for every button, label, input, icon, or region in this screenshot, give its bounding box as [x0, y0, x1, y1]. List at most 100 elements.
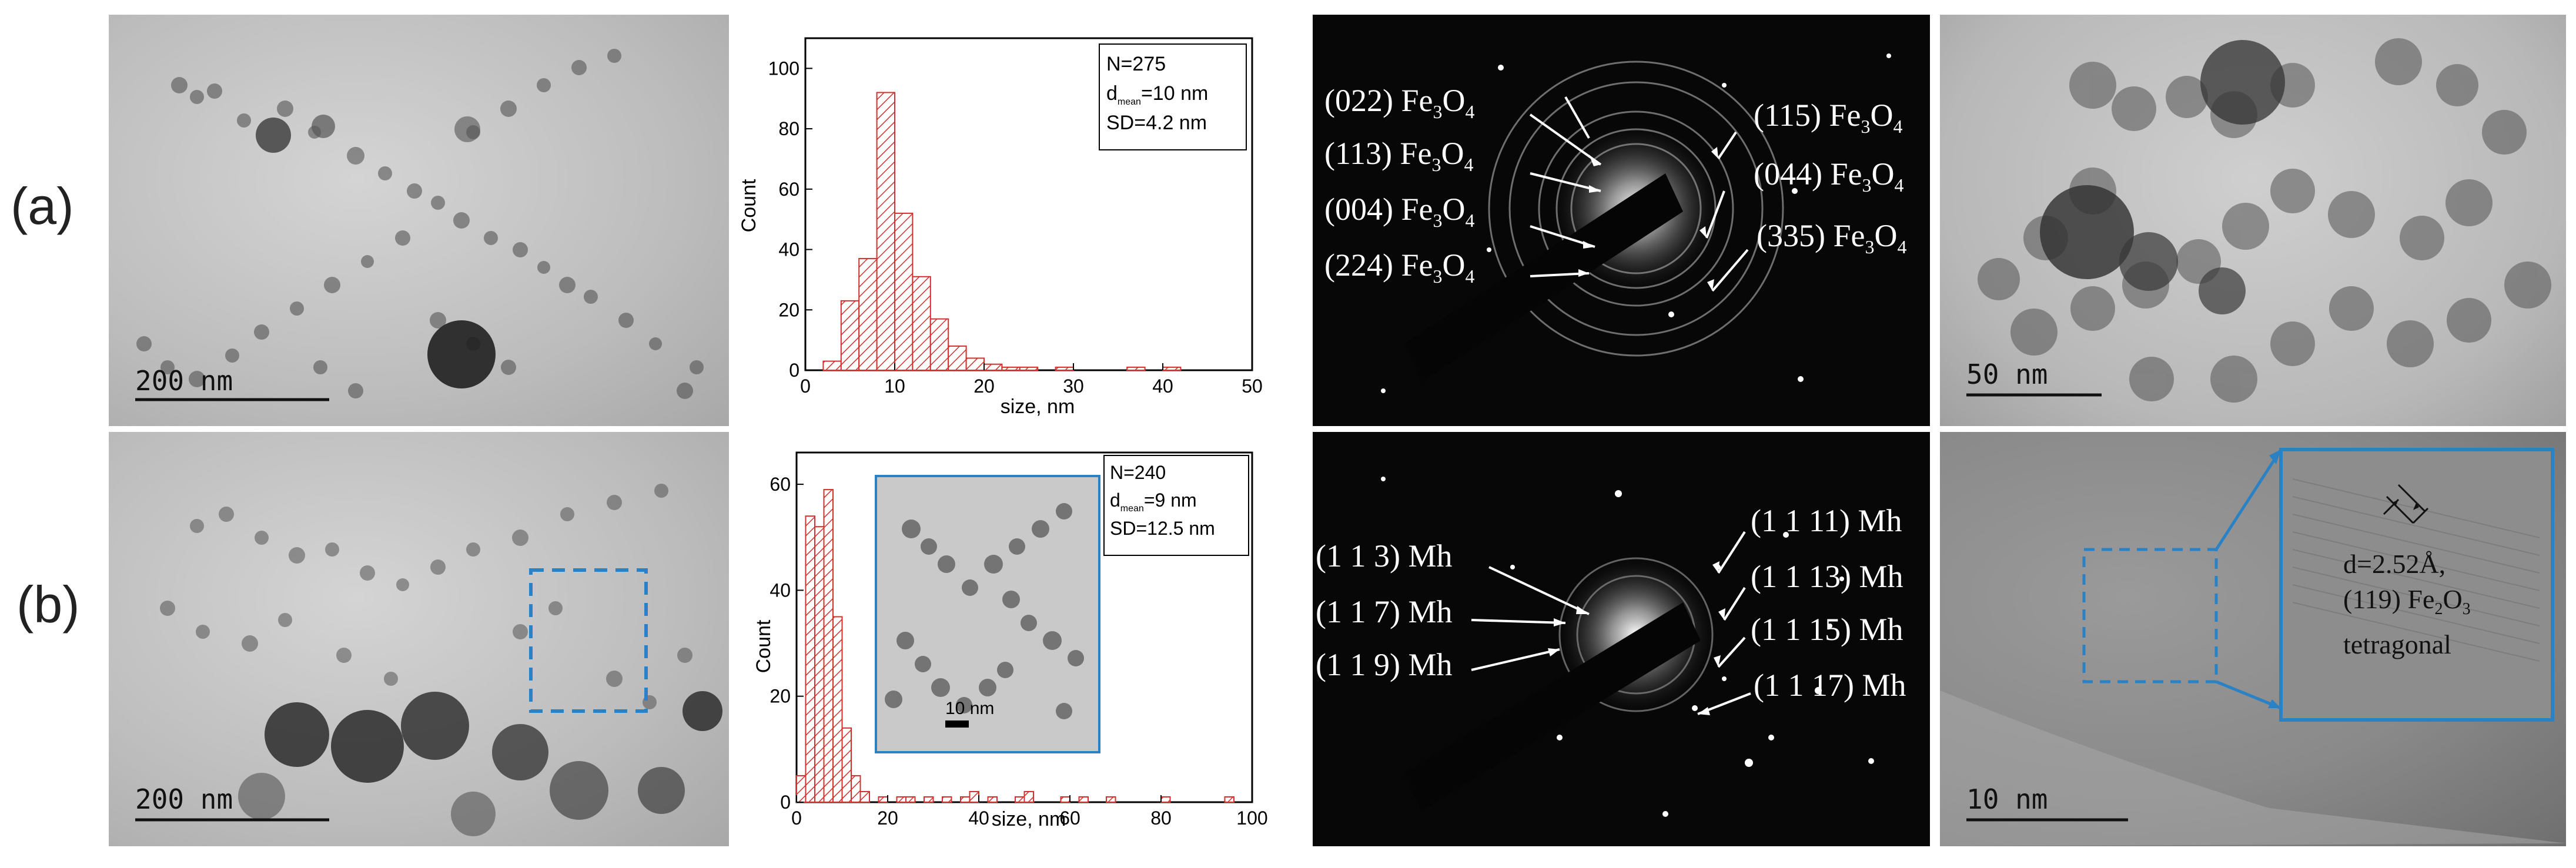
x-axis-label: size, nm — [1001, 396, 1075, 417]
region-of-interest-box — [529, 568, 648, 713]
stats-n: N=275 — [1106, 53, 1166, 75]
histogram-bar — [1106, 796, 1116, 803]
saed-label-335: (335) Fe3O4 — [1757, 218, 1907, 257]
saed-label-1115-mh: (1 1 15) Mh — [1751, 612, 1903, 647]
saed-pattern-a-graphic — [1381, 53, 1891, 393]
histogram-bar — [851, 775, 861, 803]
saed-pattern-b: (1 1 3) Mh (1 1 7) Mh (1 1 9) Mh (1 1 11… — [1313, 432, 1930, 846]
y-tick-label: 60 — [778, 179, 799, 200]
tem-image-b-particles — [135, 484, 722, 836]
y-tick-label: 40 — [778, 239, 799, 260]
saed-label-113-mh: (1 1 3) Mh — [1316, 538, 1453, 574]
zoom-source-box — [2082, 548, 2218, 683]
histogram-bar — [832, 616, 843, 803]
inset-scale-label: 10 nm — [945, 699, 994, 718]
y-tick-label: 80 — [778, 118, 799, 139]
stats-sd: SD=4.2 nm — [1106, 112, 1207, 134]
phase-label: tetragonal — [2343, 629, 2451, 660]
histogram-bar — [896, 796, 906, 803]
size-histogram-a: 0 10 20 30 40 50 0 20 40 60 80 100 size, nm Count N… — [738, 37, 1263, 417]
histogram-bar — [1055, 366, 1074, 371]
histogram-bar — [858, 257, 878, 371]
x-tick-label: 0 — [800, 376, 811, 397]
hrtem-image-b: d=2.52Å, (119) Fe2O3 tetragonal 10 nm — [1940, 432, 2566, 846]
tem-image-a-zoom-particles — [1966, 38, 2551, 403]
y-tick-label: 0 — [780, 792, 791, 813]
y-tick-label: 100 — [768, 58, 799, 79]
histogram-bar — [805, 515, 815, 803]
stats-dmean: dmean=10 nm — [1106, 82, 1208, 107]
size-histogram-b: 0 20 40 60 80 100 0 20 40 60 size, nm Count 10 nm… — [752, 451, 1268, 830]
x-tick-label: 30 — [1063, 376, 1084, 397]
x-tick-label: 20 — [877, 807, 898, 829]
scale-bar-label: 10 nm — [1966, 783, 2048, 815]
saed-b-labels — [1471, 531, 1751, 715]
histogram-bar — [905, 796, 916, 803]
histogram-bar — [1126, 366, 1146, 371]
x-tick-label: 40 — [968, 807, 989, 829]
y-tick-label: 0 — [789, 360, 799, 381]
stats-box — [1099, 43, 1247, 150]
saed-label-117-mh: (1 1 7) Mh — [1316, 594, 1453, 629]
histogram-bar — [948, 345, 967, 371]
x-tick-label: 20 — [973, 376, 995, 397]
histogram-bar — [841, 727, 852, 803]
x-axis-label: size, nm — [992, 808, 1066, 830]
y-tick-label: 20 — [770, 686, 791, 707]
histogram-bar — [987, 796, 998, 803]
saed-a-labels — [1529, 113, 1749, 292]
histogram-bar — [1160, 796, 1171, 803]
stats-dmean: dmean=9 nm — [1110, 490, 1197, 514]
row-label-a: (a) — [11, 177, 74, 235]
histogram-bar — [965, 357, 985, 371]
saed-label-224: (224) Fe3O4 — [1324, 247, 1475, 287]
histogram-bar — [1019, 366, 1039, 371]
saed-label-1111-mh: (1 1 11) Mh — [1751, 503, 1902, 538]
histogram-bar — [1060, 796, 1070, 803]
histogram-bar — [1078, 796, 1089, 803]
y-tick-label: 60 — [770, 474, 791, 495]
histogram-bar — [822, 360, 842, 371]
x-tick-label: 100 — [1236, 807, 1267, 829]
tem-image-a-zoom: 50 nm — [1940, 15, 2566, 426]
histogram-bar — [1162, 366, 1182, 371]
scale-bar-label: 200 nm — [135, 365, 233, 397]
inset-tem-image — [875, 475, 1100, 753]
histogram-bar — [983, 363, 1003, 371]
saed-label-044: (044) Fe3O4 — [1754, 156, 1904, 196]
hrtem-graphic — [1940, 448, 2566, 846]
histogram-bar — [960, 796, 971, 803]
saed-pattern-a: (022) Fe3O4 (113) Fe3O4 (004) Fe3O4 (224… — [1313, 15, 1930, 426]
histogram-bar — [894, 212, 914, 371]
saed-pattern-b-graphic — [1381, 477, 1874, 817]
stats-n: N=240 — [1110, 462, 1166, 483]
histogram-bar — [876, 92, 896, 371]
histogram-bar — [796, 775, 807, 803]
zoom-inset — [2279, 448, 2554, 722]
y-tick-label: 40 — [770, 579, 791, 601]
x-tick-label: 60 — [1059, 807, 1080, 829]
histogram-bar — [929, 318, 949, 371]
histogram-bar — [1224, 796, 1235, 803]
stats-box — [1103, 455, 1249, 556]
histogram-bar — [859, 790, 870, 803]
tem-image-a-particles — [135, 49, 704, 401]
histogram-bar — [823, 489, 834, 803]
saed-label-1113-mh: (1 1 13) Mh — [1751, 559, 1903, 594]
x-tick-label: 80 — [1150, 807, 1172, 829]
histogram-bar — [924, 796, 934, 803]
histogram-bar — [1015, 796, 1025, 803]
tem-image-a: 200 nm — [109, 15, 729, 426]
histogram-bar — [814, 526, 825, 803]
histogram-bar — [942, 796, 952, 803]
histogram-bar — [1023, 790, 1034, 803]
x-tick-label: 40 — [1152, 376, 1173, 397]
histogram-bar — [1001, 366, 1021, 371]
saed-label-022: (022) Fe3O4 — [1324, 83, 1475, 122]
scale-bar-label: 200 nm — [135, 783, 233, 815]
plane-label: (119) Fe2O3 — [2343, 584, 2471, 619]
lattice-annotation: d=2.52Å, (119) Fe2O3 tetragonal — [2343, 547, 2471, 662]
histogram-bar — [969, 790, 979, 803]
saed-label-119-mh: (1 1 9) Mh — [1316, 647, 1453, 682]
saed-label-115: (115) Fe3O4 — [1754, 98, 1903, 137]
